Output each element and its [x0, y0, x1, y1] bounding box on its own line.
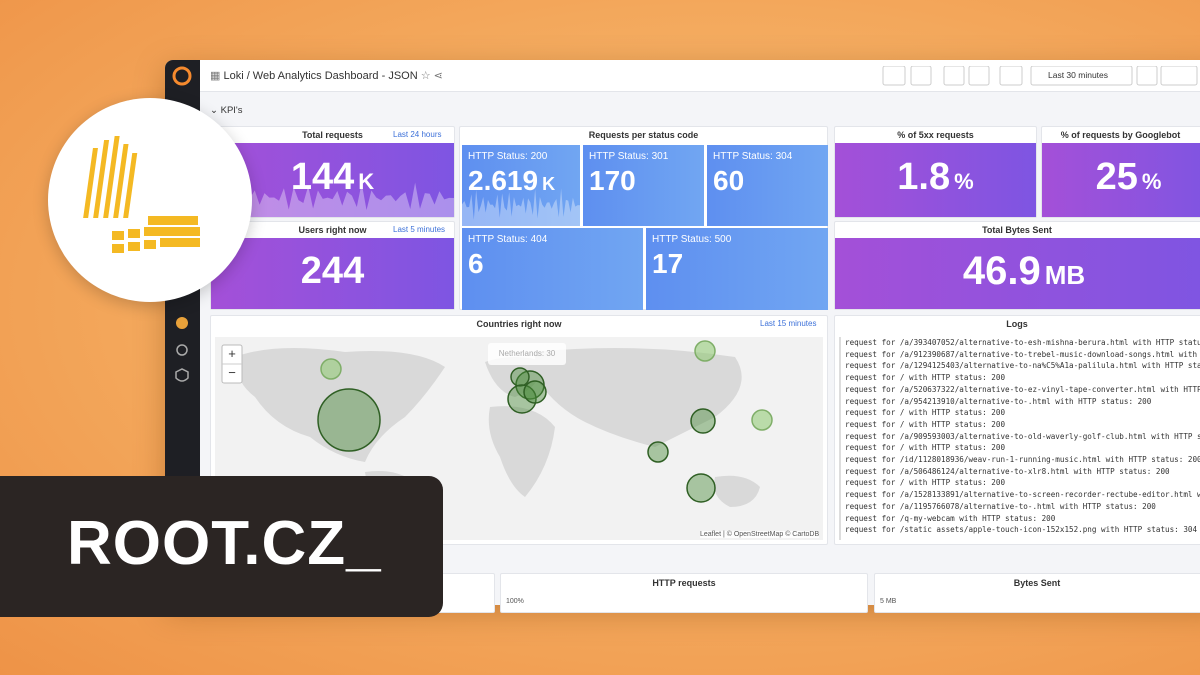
toolbar [882, 66, 1198, 86]
unit: K [542, 174, 556, 194]
panel-title: Bytes Sent [1013, 578, 1061, 588]
panel-title: Requests per status code [588, 130, 699, 140]
value: 170 [589, 165, 636, 196]
map-time: Last 15 minutes [760, 319, 817, 328]
loki-logo [48, 98, 252, 302]
map-tooltip: Netherlands: 30 [498, 349, 556, 358]
unit: % [1141, 169, 1162, 195]
logo-mark [83, 136, 200, 253]
time-picker[interactable]: Last 30 minutes [1048, 70, 1109, 80]
stat-value: 1.8% [835, 156, 1036, 199]
panel-time: Last 5 minutes [393, 225, 446, 234]
value: 144 [290, 156, 355, 199]
zoom-out[interactable]: − [228, 365, 236, 380]
stat-box: 17 HTTP Status: 500 [646, 228, 828, 310]
panel-title: Users right now [298, 225, 367, 235]
log-line: request for / with HTTP status: 200 [845, 408, 1006, 418]
sparkline [462, 188, 580, 226]
value: 60 [713, 165, 745, 196]
panel-title: % of requests by Googlebot [1060, 130, 1181, 140]
title-text: Loki / Web Analytics Dashboard - JSON [223, 70, 418, 82]
log-line: request for /a/1294125403/alternative-to… [845, 361, 1200, 371]
log-line: request for /q-my-webcam with HTTP statu… [845, 513, 1056, 523]
stat-value: 244 [211, 250, 454, 293]
sparkline [211, 182, 454, 217]
value: 25 [1095, 156, 1138, 199]
log-line: request for /a/954213910/alternative-to-… [845, 396, 1152, 406]
logs-title: Logs [1006, 319, 1028, 329]
panel-title: HTTP requests [652, 578, 716, 588]
value: 17 [652, 248, 684, 279]
log-line: request for /id/1128018936/weav-run-1-ru… [845, 455, 1200, 465]
stat-value: 144 K [211, 156, 454, 199]
logs-panel [834, 315, 1200, 545]
stat-value: 60 [707, 165, 828, 197]
stat-box: 60 HTTP Status: 304 [707, 145, 828, 226]
value: 6 [468, 248, 484, 279]
unit: MB [1044, 259, 1086, 290]
value: 46.9 [962, 248, 1041, 293]
zoom-in[interactable]: + [228, 346, 236, 361]
stat-box: 170 HTTP Status: 301 [583, 145, 704, 226]
stat-box: 1.8% [835, 143, 1036, 217]
value: 1.8 [897, 156, 951, 199]
stat-value: 2.619 K [462, 165, 580, 197]
map-attribution: Leaflet | © OpenStreetMap © CartoDB [700, 531, 820, 538]
sidebar-icons [172, 66, 192, 382]
value: 244 [300, 249, 365, 292]
map-title: Countries right now [476, 319, 562, 329]
brand-banner [0, 476, 443, 617]
unit: % [954, 169, 974, 195]
stat-value: 6 [462, 248, 643, 280]
section-row[interactable]: ⌄ KPI's [210, 105, 243, 116]
panel-title: % of 5xx requests [897, 130, 974, 140]
stat-box: 244 [211, 238, 454, 309]
log-line: request for / with HTTP status: 200 [845, 478, 1006, 488]
stat-box: 2.619 K HTTP Status: 200 [462, 145, 580, 226]
tile-label: HTTP Status: 200 [468, 151, 548, 162]
panel-title: Total Bytes Sent [982, 225, 1052, 235]
dashboard-title[interactable]: ▦ Loki / Web Analytics Dashboard - JSON … [210, 70, 443, 82]
brand-text: ROOT.CZ_ [67, 509, 382, 578]
axis-label: 5 MB [880, 598, 897, 605]
log-line: request for /static assets/apple-touch-i… [845, 525, 1198, 535]
log-line: request for /a/520637322/alternative-to-… [845, 384, 1200, 394]
stat-value: 170 [583, 165, 704, 197]
logs-list: request for /a/393407052/alternative-to-… [839, 337, 1200, 540]
tile-label: HTTP Status: 500 [652, 234, 732, 245]
stat-box: 144 K [211, 143, 454, 217]
value: 2.619 [468, 165, 539, 196]
bottom-panel [500, 573, 868, 613]
unit: K [358, 169, 375, 195]
tile-label: HTTP Status: 304 [713, 151, 793, 162]
panel-time: Last 24 hours [393, 130, 442, 139]
stat-box: 6 HTTP Status: 404 [462, 228, 643, 310]
panel-title: Total requests [302, 130, 363, 140]
tile-label: HTTP Status: 404 [468, 234, 548, 245]
log-line: request for / with HTTP status: 200 [845, 443, 1006, 453]
section-title: KPI's [220, 105, 243, 116]
stat-value: 46.9 MB [835, 249, 1200, 294]
log-line: request for /a/506486124/alternative-to-… [845, 466, 1170, 476]
log-line: request for /a/1195766078/alternative-to… [845, 501, 1156, 511]
log-line: request for / with HTTP status: 200 [845, 419, 1006, 429]
stat-box: 25% [1042, 143, 1200, 217]
tile-label: HTTP Status: 301 [589, 151, 669, 162]
log-line: request for /a/393407052/alternative-to-… [845, 338, 1200, 347]
bottom-panel [874, 573, 1200, 613]
stat-value: 25% [1042, 156, 1200, 199]
log-line: request for / with HTTP status: 200 [845, 373, 1006, 383]
stat-value: 17 [646, 248, 828, 280]
log-line: request for /a/1528133891/alternative-to… [845, 490, 1200, 500]
log-line: request for /a/912390687/alternative-to-… [845, 349, 1198, 359]
stat-box: 46.9 MB [835, 238, 1200, 309]
log-line: request for /a/909593003/alternative-to-… [845, 431, 1200, 441]
axis-label: 100% [506, 598, 524, 605]
